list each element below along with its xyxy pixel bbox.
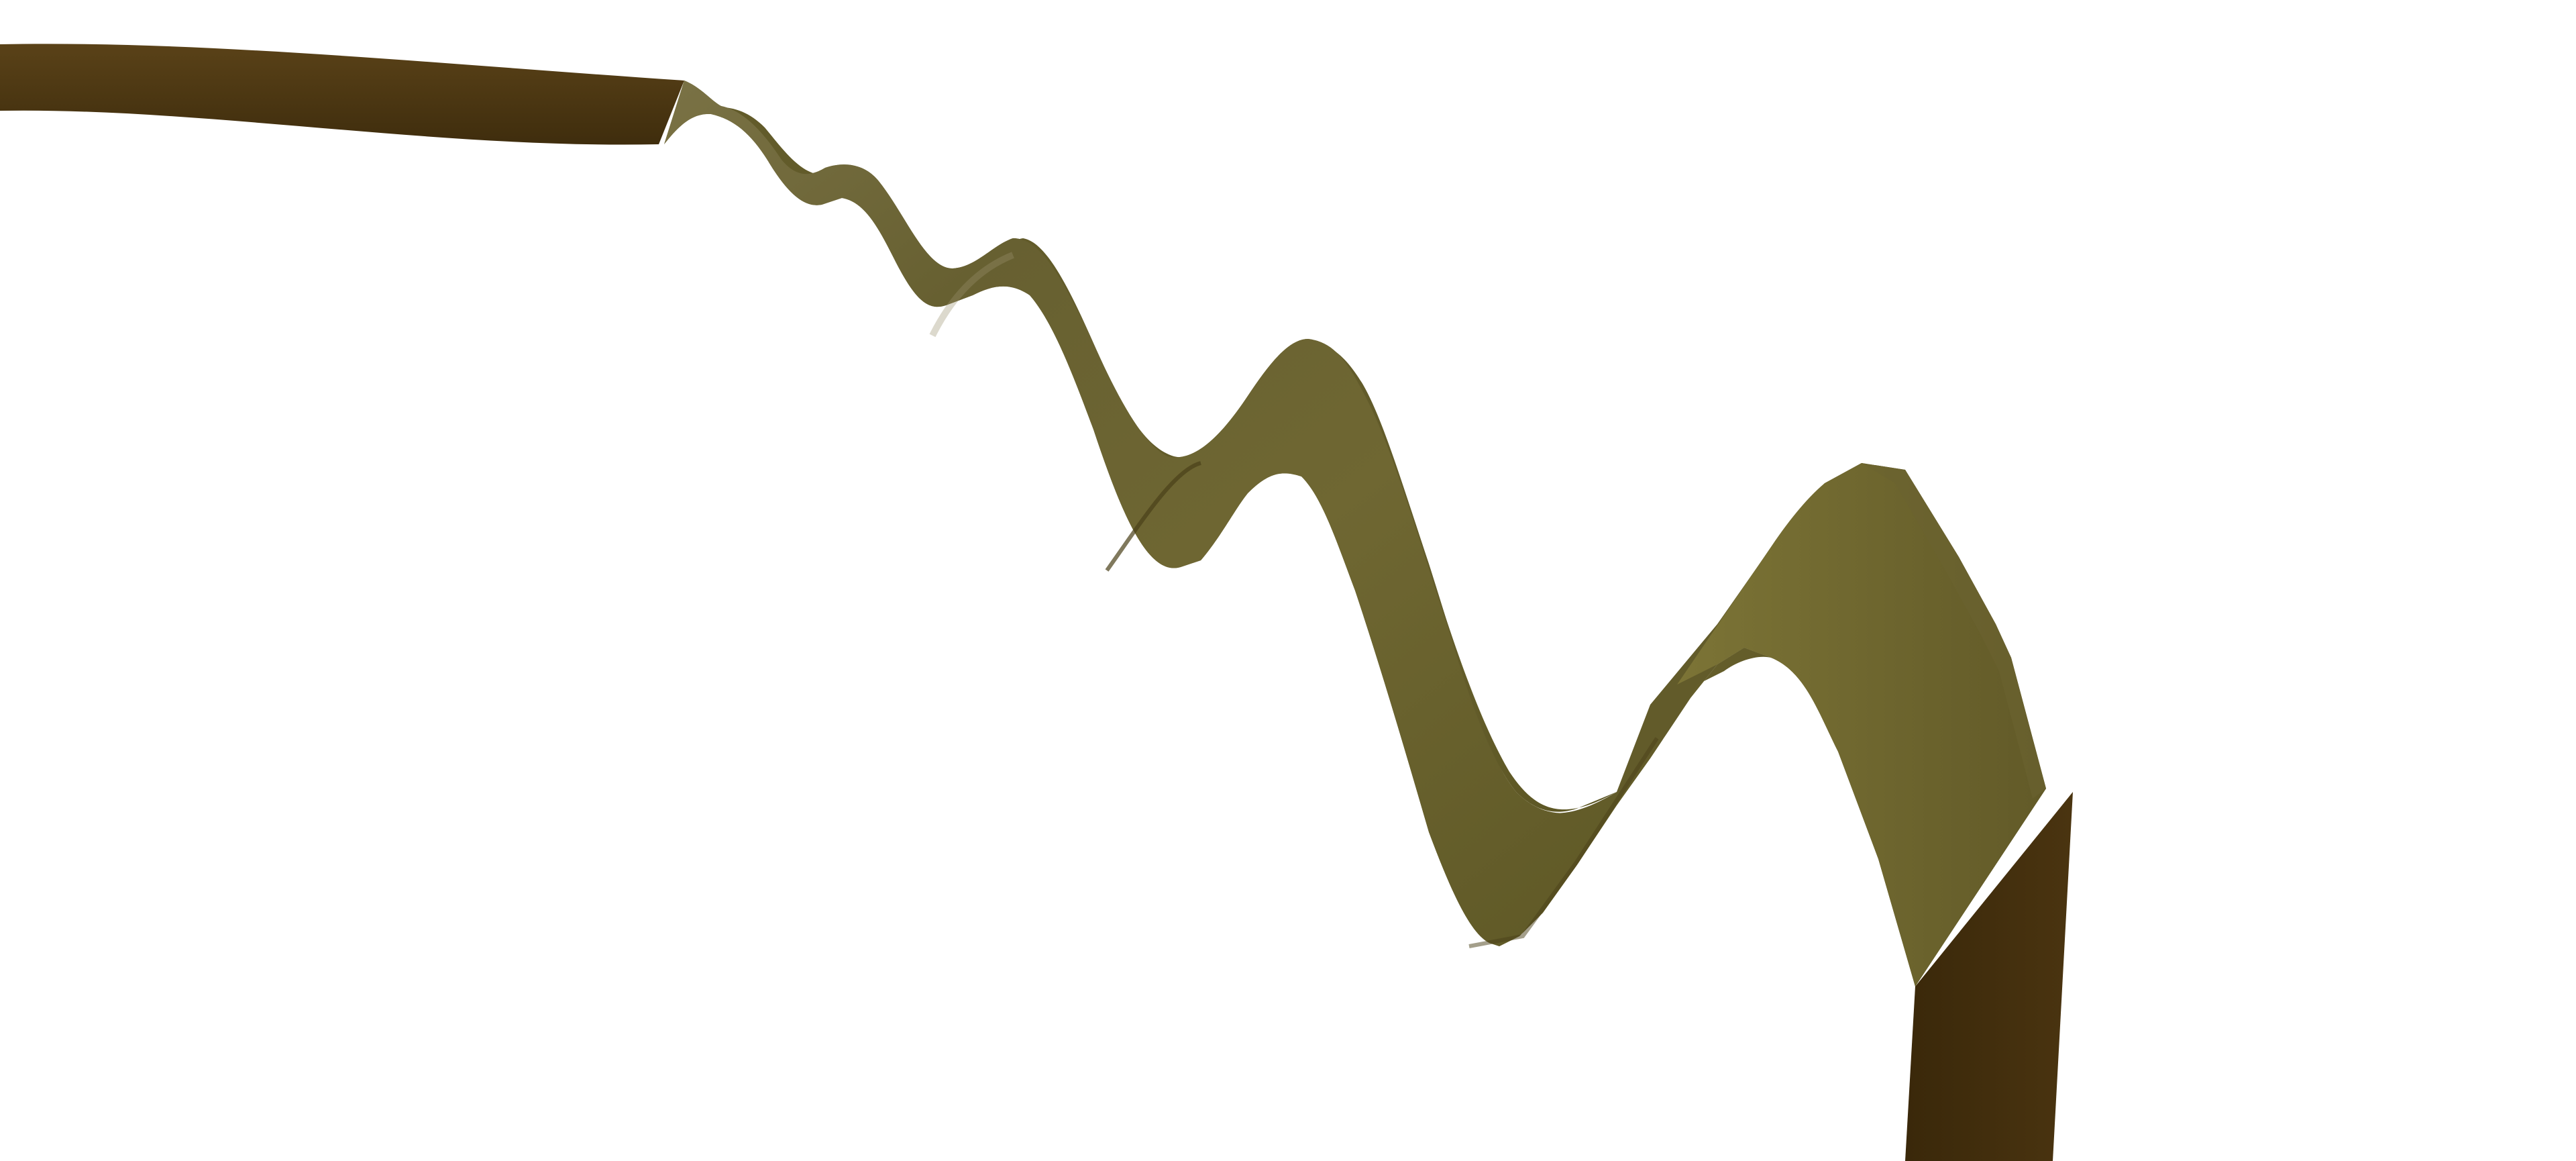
ribbon-left-segment xyxy=(0,44,684,145)
ribbon-right-ridge xyxy=(1862,463,2046,799)
ribbon-right-face xyxy=(1677,463,2046,987)
ribbon-crease-2 xyxy=(1468,737,1659,948)
ribbon-front-face xyxy=(664,81,1771,946)
ribbon-crease-3 xyxy=(929,252,1014,338)
ribbon-crease-1 xyxy=(1105,461,1201,572)
ribbon-right-tail xyxy=(1905,792,2073,1161)
